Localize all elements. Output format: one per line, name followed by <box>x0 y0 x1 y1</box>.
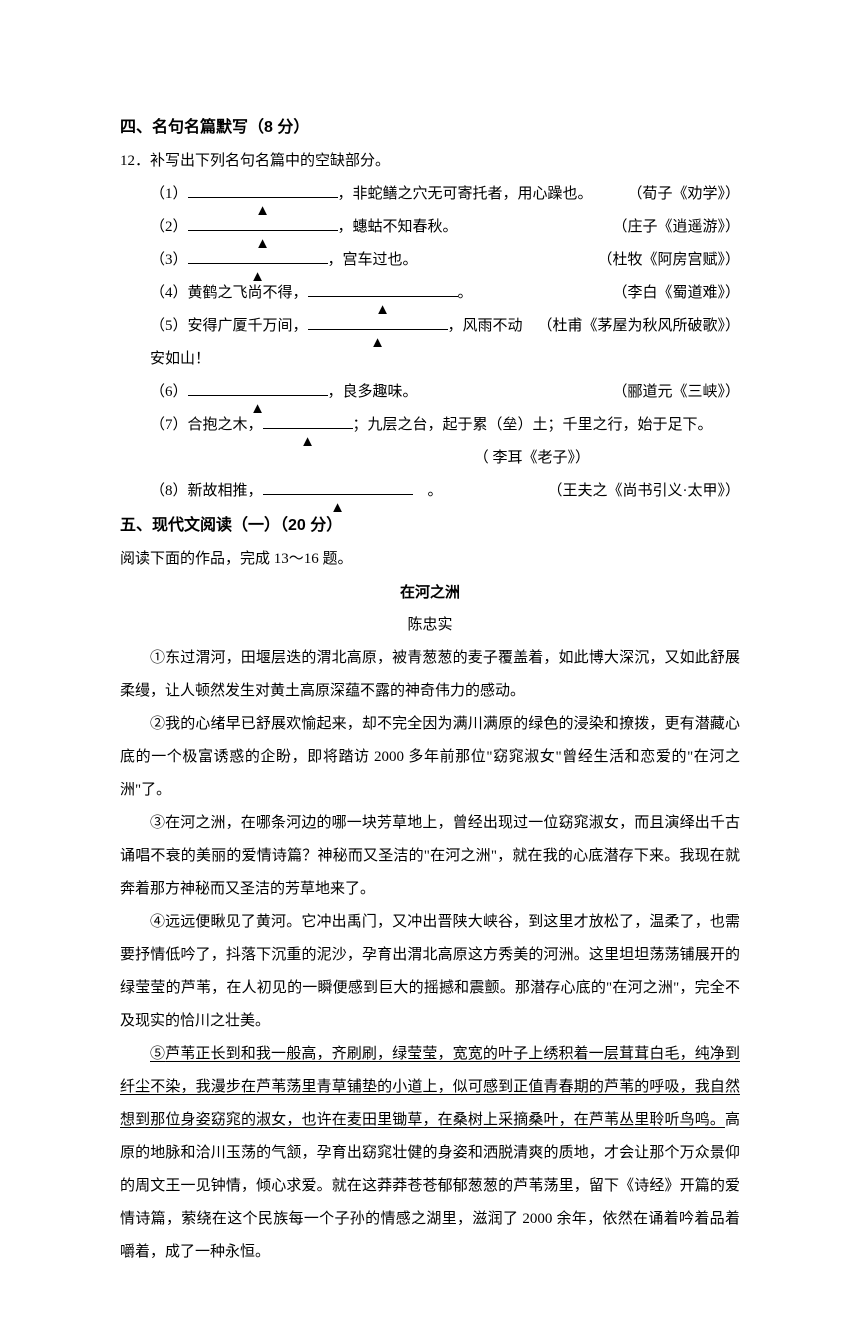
para-text: 我的心绪早已舒展欢愉起来，却不完全因为满川满原的绿色的浸染和撩拨，更有潜藏心底的… <box>120 716 740 798</box>
para-underlined: ⑤芦苇正长到和我一般高，齐刷刷，绿莹莹，宽宽的叶子上绣积着一层茸茸白毛，纯净到纤… <box>120 1046 740 1128</box>
blank-field: ▲ <box>263 494 413 495</box>
item-after: ，宫车过也。 <box>328 252 418 268</box>
item-source: （庄子《逍遥游》） <box>612 211 740 244</box>
essay-para-5: ⑤芦苇正长到和我一般高，齐刷刷，绿莹莹，宽宽的叶子上绣积着一层茸茸白毛，纯净到纤… <box>120 1038 740 1269</box>
fill-item-4: （4）黄鹤之飞尚不得，▲。 （李白《蜀道难》） <box>120 277 740 310</box>
fill-item-6: （6）▲，良多趣味。 （郦道元《三峡》） <box>120 376 740 409</box>
para-marker: ① <box>150 650 165 666</box>
triangle-marker: ▲ <box>250 393 265 426</box>
para-text: 在河之洲，在哪条河边的哪一块芳草地上，曾经出现过一位窈窕淑女，而且演绎出千古诵唱… <box>120 815 740 897</box>
triangle-marker: ▲ <box>250 261 265 294</box>
fill-item-3: （3）▲，宫车过也。 （杜牧《阿房宫赋》） <box>120 244 740 277</box>
item-prefix: （4）黄鹤之飞尚不得， <box>150 285 308 301</box>
section-5-intro: 阅读下面的作品，完成 13～16 题。 <box>120 543 740 576</box>
item-content: （1）▲，非蛇鳝之穴无可寄托者，用心躁也。 <box>150 178 627 211</box>
essay-para-1: ①东过渭河，田堰层迭的渭北高原，被青葱葱的麦子覆盖着，如此博大深沉，又如此舒展柔… <box>120 642 740 708</box>
para-marker: ③ <box>150 815 165 831</box>
para-marker: ⑤ <box>150 1046 165 1062</box>
item-content: （8）新故相推，▲ 。 <box>150 475 548 508</box>
item-content: （6）▲，良多趣味。 <box>150 376 612 409</box>
blank-field: ▲ <box>188 230 338 231</box>
fill-item-8: （8）新故相推，▲ 。 （王夫之《尚书引义·太甲》） <box>120 475 740 508</box>
item-prefix: （5）安得广厦千万间， <box>150 318 308 334</box>
item-content: （5）安得广厦千万间，▲，风雨不动安如山！ <box>150 310 537 376</box>
fill-item-7-source: （ 李耳《老子》） <box>120 442 740 475</box>
para-text: 远远便瞅见了黄河。它冲出禹门，又冲出晋陕大峡谷，到这里才放松了，温柔了，也需要抒… <box>120 914 740 1029</box>
blank-field: ▲ <box>188 395 328 396</box>
section-5-heading: 五、现代文阅读（一）（20 分） <box>120 508 740 543</box>
essay-para-4: ④远远便瞅见了黄河。它冲出禹门，又冲出晋陕大峡谷，到这里才放松了，温柔了，也需要… <box>120 906 740 1038</box>
fill-item-2: （2）▲，蟪蛄不知春秋。 （庄子《逍遥游》） <box>120 211 740 244</box>
blank-field: ▲ <box>263 428 353 429</box>
item-after: ，蟪蛄不知春秋。 <box>338 219 458 235</box>
essay-title: 在河之洲 <box>120 576 740 609</box>
triangle-marker: ▲ <box>255 228 270 261</box>
essay-author: 陈忠实 <box>120 609 740 642</box>
blank-field: ▲ <box>188 263 328 264</box>
item-content: （4）黄鹤之飞尚不得，▲。 <box>150 277 612 310</box>
fill-item-1: （1）▲，非蛇鳝之穴无可寄托者，用心躁也。 （荀子《劝学》） <box>120 178 740 211</box>
fill-item-7: （7）合抱之木，▲；九层之台，起于累（垒）土；千里之行，始于足下。 <box>120 409 740 442</box>
triangle-marker: ▲ <box>330 492 345 525</box>
item-prefix: （2） <box>150 219 188 235</box>
item-after: ；九层之台，起于累（垒）土；千里之行，始于足下。 <box>353 417 713 433</box>
item-content: （3）▲，宫车过也。 <box>150 244 597 277</box>
para-text: 东过渭河，田堰层迭的渭北高原，被青葱葱的麦子覆盖着，如此博大深沉，又如此舒展柔缦… <box>120 650 740 699</box>
item-source: （郦道元《三峡》） <box>612 376 740 409</box>
section-4-heading: 四、名句名篇默写（8 分） <box>120 110 740 145</box>
item-source: （王夫之《尚书引义·太甲》） <box>548 475 741 508</box>
fill-item-5: （5）安得广厦千万间，▲，风雨不动安如山！ （杜甫《茅屋为秋风所破歌》） <box>120 310 740 376</box>
para-marker: ② <box>150 716 165 732</box>
blank-field: ▲ <box>308 296 458 297</box>
blank-field: ▲ <box>188 197 338 198</box>
item-prefix: （3） <box>150 252 188 268</box>
item-after: ，非蛇鳝之穴无可寄托者，用心躁也。 <box>338 186 593 202</box>
item-after: 。 <box>413 483 443 499</box>
triangle-marker: ▲ <box>255 195 270 228</box>
item-source: （杜牧《阿房宫赋》） <box>597 244 740 277</box>
blank-field: ▲ <box>308 329 448 330</box>
item-prefix: （6） <box>150 384 188 400</box>
para-text-after: 高原的地脉和洽川玉荡的气颔，孕育出窈窕壮健的身姿和洒脱清爽的质地，才会让那个万众… <box>120 1112 740 1260</box>
item-source: （李白《蜀道难》） <box>612 277 740 310</box>
item-prefix: （8）新故相推， <box>150 483 263 499</box>
item-prefix: （1） <box>150 186 188 202</box>
triangle-marker: ▲ <box>370 327 385 360</box>
section-4-intro: 12．补写出下列名句名篇中的空缺部分。 <box>120 145 740 178</box>
triangle-marker: ▲ <box>300 426 315 459</box>
item-after: ，良多趣味。 <box>328 384 418 400</box>
item-source: （荀子《劝学》） <box>627 178 740 211</box>
item-content: （2）▲，蟪蛄不知春秋。 <box>150 211 612 244</box>
essay-para-3: ③在河之洲，在哪条河边的哪一块芳草地上，曾经出现过一位窈窕淑女，而且演绎出千古诵… <box>120 807 740 906</box>
item-content: （7）合抱之木，▲；九层之台，起于累（垒）土；千里之行，始于足下。 <box>150 409 740 442</box>
triangle-marker: ▲ <box>375 294 390 327</box>
essay-para-2: ②我的心绪早已舒展欢愉起来，却不完全因为满川满原的绿色的浸染和撩拨，更有潜藏心底… <box>120 708 740 807</box>
item-source: （杜甫《茅屋为秋风所破歌》） <box>537 310 740 376</box>
para-marker: ④ <box>150 914 165 930</box>
para-text-underlined: 芦苇正长到和我一般高，齐刷刷，绿莹莹，宽宽的叶子上绣积着一层茸茸白毛，纯净到纤尘… <box>120 1046 740 1128</box>
item-prefix: （7）合抱之木， <box>150 417 263 433</box>
item-after: 。 <box>458 285 473 301</box>
